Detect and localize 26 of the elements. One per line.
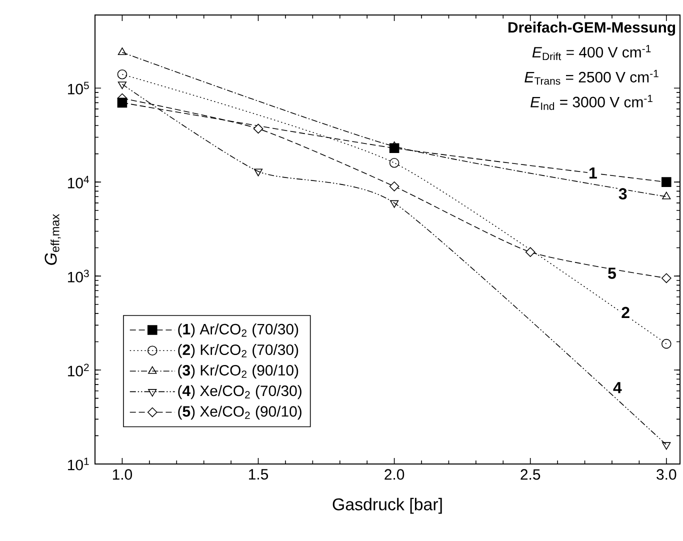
x-tick-label: 3.0 bbox=[656, 469, 676, 480]
annotation: 5 bbox=[608, 268, 616, 279]
y-tick-label: 10$^{5}$ bbox=[68, 82, 89, 94]
legend-label: (3) Kr/CO$_{2}$ (90/10) bbox=[178, 364, 298, 379]
legend-label: (5) Xe/CO$_{2}$ (90/10) bbox=[178, 406, 302, 420]
y-tick-label: 10$^{4}$ bbox=[68, 176, 90, 188]
annotation: 3 bbox=[618, 188, 627, 200]
legend-label: (2) Kr/CO$_{2}$ (70/30) bbox=[178, 344, 298, 358]
legend-label: (4) Xe/CO$_{2}$ (70/30) bbox=[178, 385, 302, 400]
x-tick-label: 1.0 bbox=[112, 469, 132, 480]
annotation: E$_{Drift}$ = 400 V cm$^{-1}$ bbox=[532, 45, 651, 60]
annotation: 4 bbox=[613, 382, 622, 394]
legend-label: (1) Ar/CO$_{2}$ (70/30) bbox=[178, 324, 298, 338]
annotation: E$_{Trans}$ = 2500 V cm$^{-1}$ bbox=[524, 70, 658, 85]
y-tick-label: 10$^{1}$ bbox=[68, 458, 89, 470]
y-tick-label: 10$^{3}$ bbox=[68, 270, 89, 282]
y-tick-label: 10$^{2}$ bbox=[68, 364, 89, 376]
annotation: 2 bbox=[622, 306, 630, 318]
x-tick-label: 2.5 bbox=[520, 469, 540, 480]
y-axis-title: G$_{eff,max}$ bbox=[44, 214, 61, 265]
x-tick-label: 1.5 bbox=[249, 469, 268, 480]
annotation: E$_{Ind}$ = 3000 V cm$^{-1}$ bbox=[530, 94, 652, 110]
annotation: Dreifach-GEM-Messung bbox=[508, 22, 676, 36]
x-axis-title: Gasdruck [bar] bbox=[332, 498, 442, 514]
x-tick-label: 2.0 bbox=[384, 469, 404, 480]
annotation: 1 bbox=[590, 167, 597, 178]
